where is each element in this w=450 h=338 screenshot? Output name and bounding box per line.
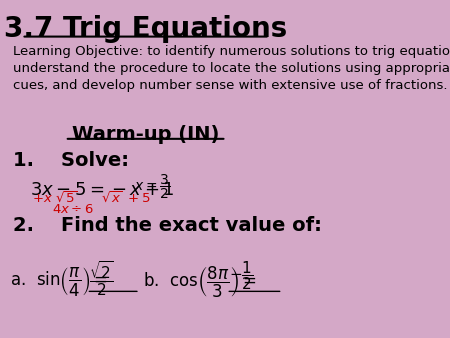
Text: $-\dfrac{1}{2}$: $-\dfrac{1}{2}$ xyxy=(229,260,254,292)
Text: Warm-up (IN): Warm-up (IN) xyxy=(72,125,219,144)
Text: 3.7 Trig Equations: 3.7 Trig Equations xyxy=(4,15,287,43)
Text: $x = \dfrac{3}{2}$: $x = \dfrac{3}{2}$ xyxy=(134,172,171,201)
Text: $\dfrac{\sqrt{2}}{2}$: $\dfrac{\sqrt{2}}{2}$ xyxy=(90,260,114,298)
Text: $+x\ \sqrt{5}\qquad\sqrt{x}\ +5$: $+x\ \sqrt{5}\qquad\sqrt{x}\ +5$ xyxy=(32,191,150,206)
Text: $4x \div 6$: $4x \div 6$ xyxy=(52,202,94,216)
Text: 2.    Find the exact value of:: 2. Find the exact value of: xyxy=(13,216,322,235)
Text: $3x - 5 = -x + 1$: $3x - 5 = -x + 1$ xyxy=(30,181,175,199)
Text: Learning Objective: to identify numerous solutions to trig equations,
understand: Learning Objective: to identify numerous… xyxy=(13,45,450,92)
Text: 1.    Solve:: 1. Solve: xyxy=(13,150,129,170)
Text: b.  $\cos\!\left(\dfrac{8\pi}{3}\right) =$: b. $\cos\!\left(\dfrac{8\pi}{3}\right) =… xyxy=(143,265,256,300)
Text: a.  $\sin\!\left(\dfrac{\pi}{4}\right) =$: a. $\sin\!\left(\dfrac{\pi}{4}\right) =$ xyxy=(10,265,108,297)
